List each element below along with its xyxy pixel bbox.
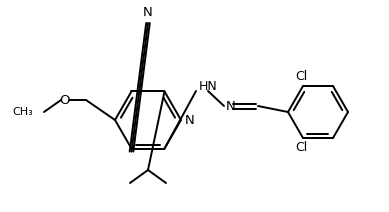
Text: Cl: Cl <box>295 141 307 155</box>
Text: HN: HN <box>199 80 218 92</box>
Text: CH₃: CH₃ <box>12 107 33 117</box>
Text: N: N <box>185 113 195 127</box>
Text: O: O <box>60 93 70 106</box>
Text: N: N <box>143 7 153 20</box>
Text: Cl: Cl <box>295 70 307 82</box>
Text: N: N <box>226 99 236 113</box>
